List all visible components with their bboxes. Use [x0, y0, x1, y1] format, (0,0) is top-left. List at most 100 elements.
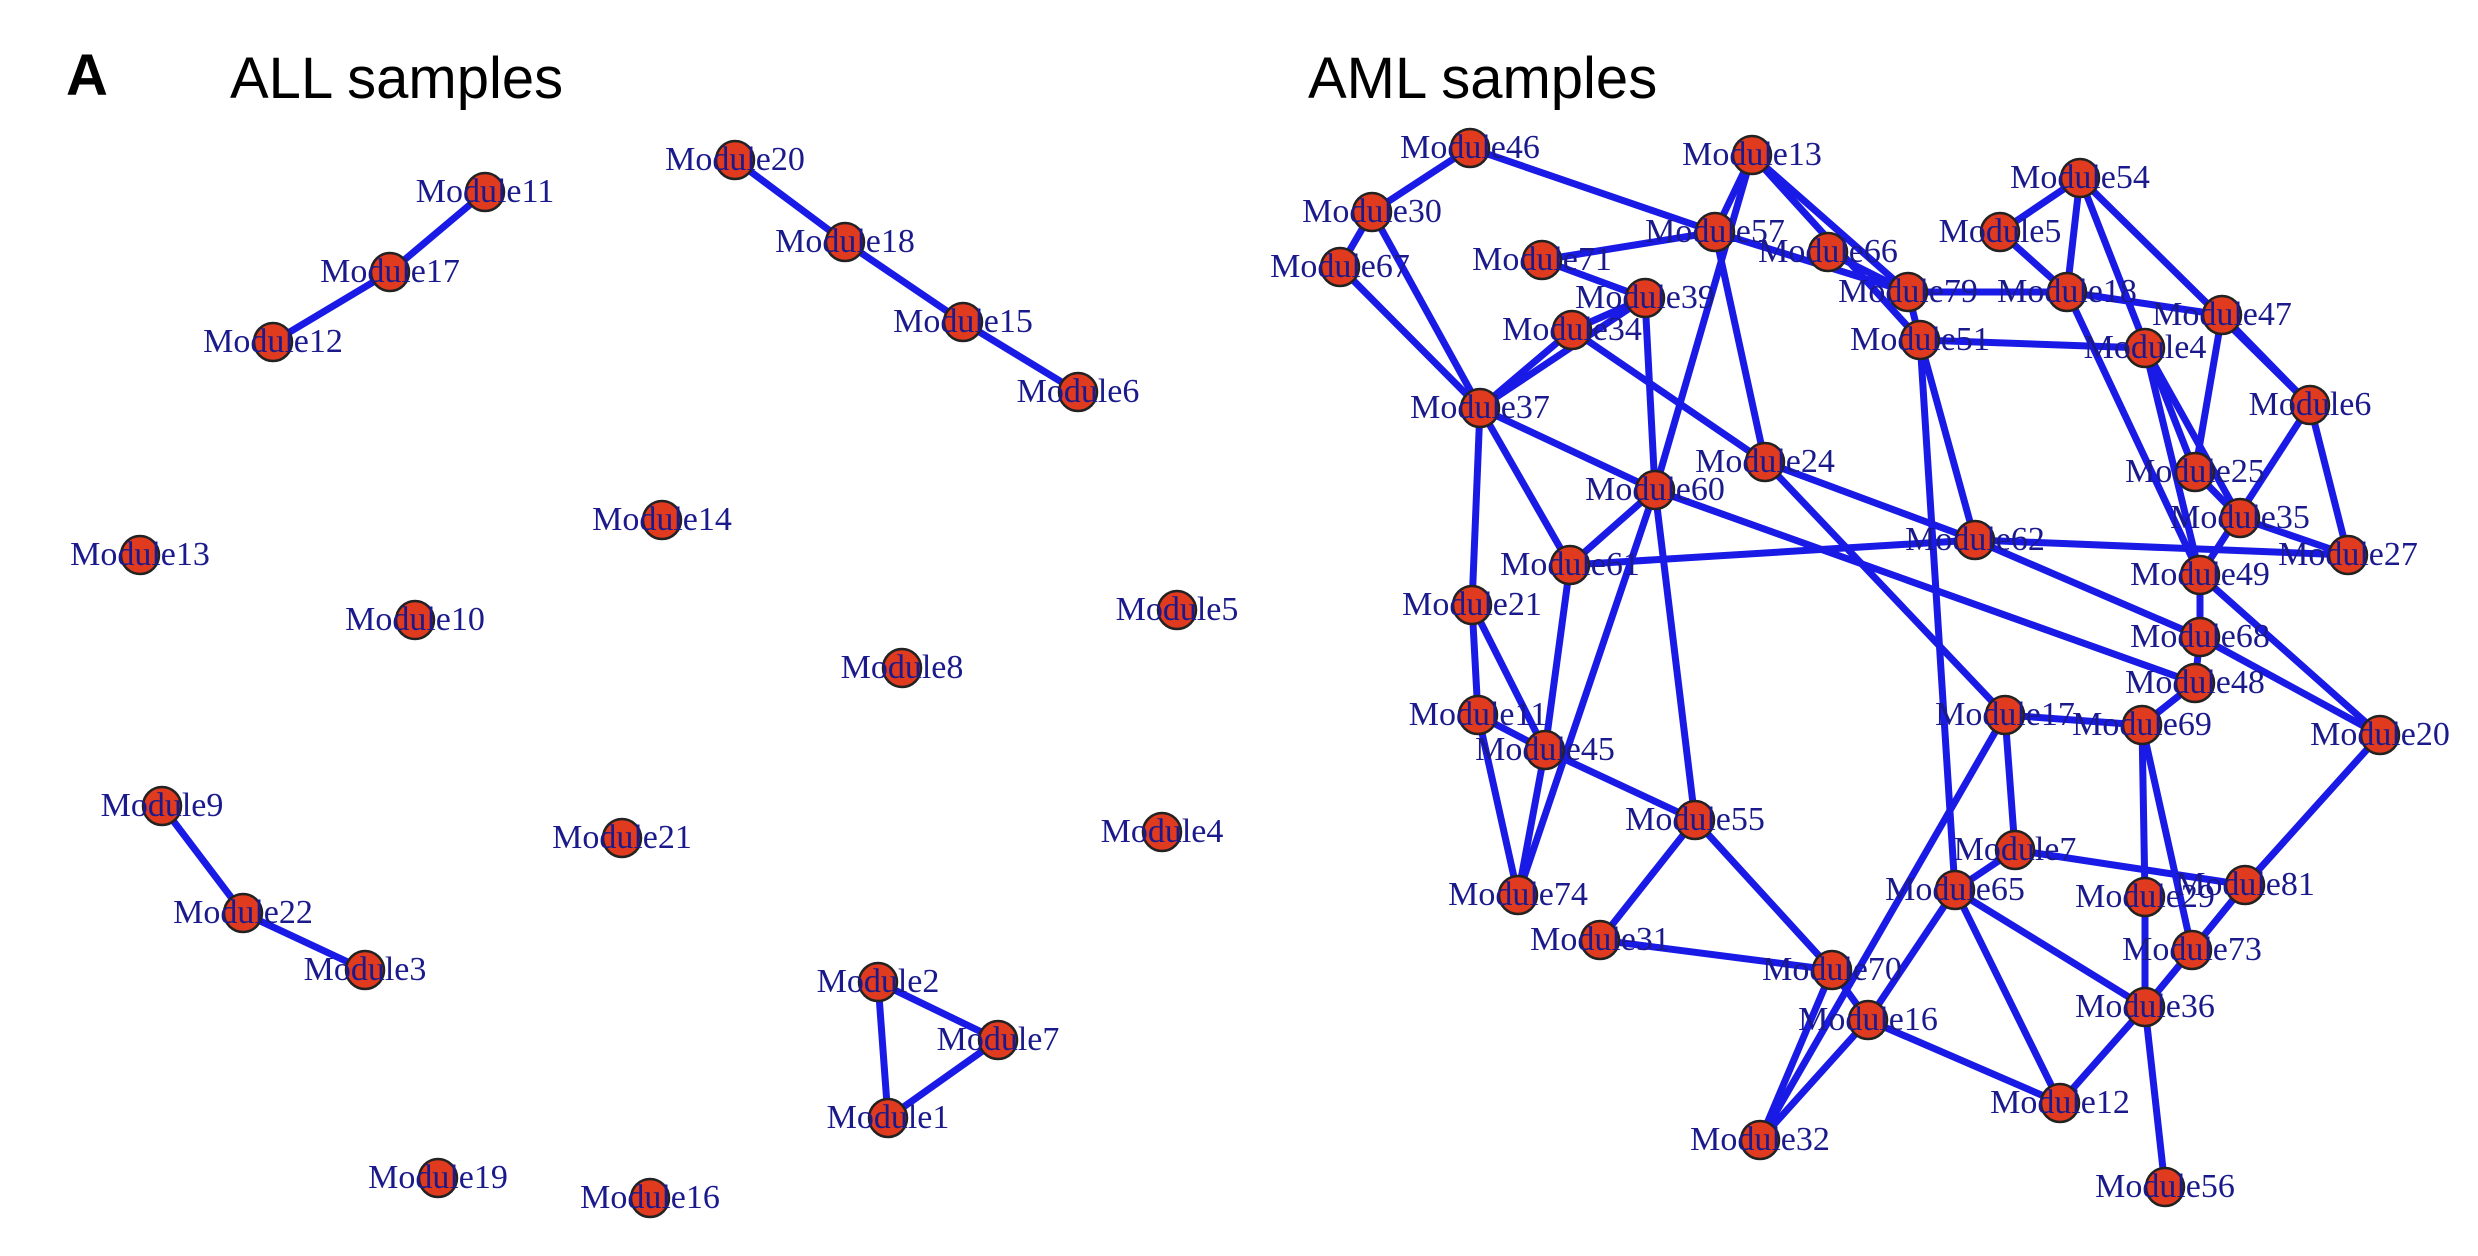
right-node-marker [1887, 271, 1929, 313]
right-node-module35: Module35 [2170, 497, 2310, 539]
right-node-module5: Module5 [1939, 211, 2061, 253]
left-node-marker [629, 1177, 671, 1219]
right-node-module62: Module62 [1905, 519, 2045, 561]
right-node-module32: Module32 [1690, 1119, 1830, 1161]
left-node-marker [824, 221, 866, 263]
left-node-marker [601, 817, 643, 859]
right-edge-module60-module55 [1651, 486, 1699, 824]
right-node-module46: Module46 [1400, 127, 1540, 169]
left-node-module4: Module4 [1101, 811, 1223, 853]
right-edge-module16-module32 [1756, 1016, 1872, 1144]
left-node-label: Module16 [580, 1179, 720, 1216]
right-edge-module65-module36 [1951, 886, 2149, 1011]
right-node-label: Module48 [2125, 664, 2265, 701]
left-panel-title: ALL samples [230, 46, 563, 111]
left-node-module6: Module6 [1017, 371, 1139, 413]
right-edge-module16-module12 [1864, 1016, 2064, 1107]
right-node-label: Module81 [2175, 866, 2315, 903]
left-node-marker [1057, 371, 1099, 413]
left-edge-module9-module22 [158, 802, 247, 917]
left-node-label: Module10 [345, 601, 485, 638]
right-node-marker [2039, 1082, 2081, 1124]
left-node-label: Module15 [893, 303, 1033, 340]
right-edge-module21-module45 [1468, 601, 1549, 754]
left-node-marker [942, 301, 984, 343]
left-node-marker [369, 251, 411, 293]
right-node-marker [2121, 704, 2163, 746]
right-node-marker [1954, 519, 1996, 561]
right-edge-module24-module17 [1761, 458, 2009, 719]
right-node-module25: Module25 [2125, 451, 2265, 493]
left-node-marker [641, 499, 683, 541]
left-node-module15: Module15 [893, 301, 1033, 343]
left-node-label: Module5 [1116, 591, 1239, 628]
right-node-marker [1744, 441, 1786, 483]
right-node-label: Module45 [1475, 731, 1615, 768]
right-node-marker [1521, 239, 1563, 281]
right-edge-module20-module49 [2196, 571, 2384, 739]
right-node-module74: Module74 [1448, 874, 1588, 916]
right-node-label: Module27 [2278, 536, 2418, 573]
left-node-marker [881, 647, 923, 689]
right-node-label: Module69 [2072, 706, 2212, 743]
right-node-label: Module62 [1905, 521, 2045, 558]
right-node-label: Module51 [1850, 321, 1990, 358]
panel-letter: A [66, 43, 108, 108]
right-edge-module36-module12 [2056, 1003, 2149, 1107]
right-node-marker [1319, 246, 1361, 288]
right-node-label: Module18 [1997, 273, 2137, 310]
left-node-label: Module3 [304, 951, 427, 988]
right-node-module27: Module27 [2278, 534, 2418, 576]
left-node-label: Module18 [775, 223, 915, 260]
right-node-marker [2289, 384, 2331, 426]
right-edge-module30-module37 [1368, 208, 1484, 412]
left-edge-module20-module18 [731, 156, 849, 246]
left-edge-module15-module6 [959, 318, 1082, 396]
right-edge-module4-module49 [2141, 344, 2204, 579]
left-node-marker [417, 1157, 459, 1199]
left-node-module11: Module11 [416, 171, 554, 213]
left-network-nodes: Module11 Module17 Module12 Module20 Module18… [70, 139, 1239, 1219]
right-node-label: Module47 [2152, 296, 2292, 333]
right-node-marker [1807, 231, 1849, 273]
right-edge-module67-module37 [1336, 263, 1484, 412]
right-edge-module24-module62 [1761, 458, 1979, 544]
right-node-label: Module6 [2249, 386, 2372, 423]
right-edge-module65-module16 [1864, 886, 1959, 1024]
right-node-label: Module34 [1502, 311, 1642, 348]
right-node-module4: Module4 [2084, 327, 2206, 369]
right-node-label: Module66 [1758, 233, 1898, 270]
left-node-marker [141, 785, 183, 827]
left-edge-module2-module7 [874, 978, 1002, 1044]
right-edge-module47-module6 [2218, 311, 2314, 409]
left-node-marker [464, 171, 506, 213]
right-edge-module36-module56 [2141, 1003, 2169, 1191]
right-edge-module45-module55 [1541, 746, 1699, 824]
right-edge-module31-module70 [1596, 936, 1836, 974]
left-node-marker [867, 1097, 909, 1139]
right-node-label: Module61 [1500, 546, 1640, 583]
right-node-module12: Module12 [1990, 1082, 2130, 1124]
right-edge-module47-module18 [2063, 288, 2226, 319]
right-node-marker [1524, 729, 1566, 771]
right-edge-module7-module81 [2011, 846, 2249, 889]
left-node-marker [222, 892, 264, 934]
right-edge-module51-module4 [1916, 336, 2149, 352]
left-node-label: Module8 [841, 649, 964, 686]
right-node-module68: Module68 [2130, 616, 2270, 658]
right-node-marker [1624, 277, 1666, 319]
left-node-marker [714, 139, 756, 181]
right-edge-module6-module27 [2306, 401, 2352, 559]
right-edge-module27-module62 [1971, 536, 2352, 559]
left-node-module3: Module3 [304, 949, 427, 991]
left-node-label: Module12 [203, 323, 343, 360]
right-edge-module12-module65 [1951, 886, 2064, 1107]
right-edge-module34-module24 [1568, 326, 1769, 466]
right-node-label: Module37 [1410, 389, 1550, 426]
right-node-marker [2124, 327, 2166, 369]
right-node-module79: Module79 [1838, 271, 1978, 313]
right-node-label: Module55 [1625, 801, 1765, 838]
left-node-module18: Module18 [775, 221, 915, 263]
right-node-label: Module12 [1990, 1084, 2130, 1121]
right-node-marker [2144, 1166, 2186, 1208]
